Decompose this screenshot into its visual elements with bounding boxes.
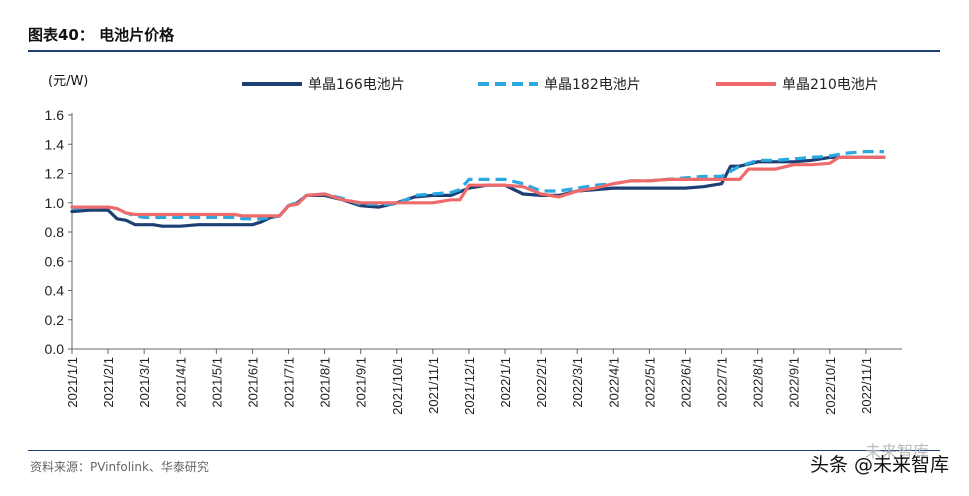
y-tick-label: 1.2 bbox=[45, 166, 65, 182]
watermark: 头条 @未来智库 bbox=[809, 454, 949, 476]
series-line-3 bbox=[70, 155, 886, 218]
y-tick-label: 1.0 bbox=[45, 195, 65, 211]
y-tick-label: 0.4 bbox=[45, 283, 65, 299]
x-tick-label: 2021/2/1 bbox=[101, 357, 116, 408]
x-tick-label: 2022/4/1 bbox=[606, 357, 621, 408]
source-note: 资料来源：PVinfolink、华泰研究 bbox=[30, 460, 209, 474]
title-divider bbox=[28, 50, 940, 52]
source-divider bbox=[28, 450, 940, 451]
legend-label-1: 单晶166电池片 bbox=[308, 77, 405, 93]
y-tick-label: 1.6 bbox=[45, 107, 65, 123]
faint-watermark: 未来智库 bbox=[864, 442, 929, 461]
x-tick-label: 2022/2/1 bbox=[534, 357, 549, 408]
legend-label-2: 单晶182电池片 bbox=[544, 77, 641, 93]
x-tick-label: 2021/3/1 bbox=[137, 357, 152, 408]
y-tick-label: 0.0 bbox=[45, 341, 65, 357]
y-tick-label: 0.2 bbox=[45, 312, 65, 328]
x-tick-label: 2022/5/1 bbox=[642, 357, 657, 408]
x-tick-label: 2021/10/1 bbox=[390, 357, 405, 415]
series-line-2 bbox=[71, 150, 884, 221]
legend-label-3: 单晶210电池片 bbox=[782, 77, 879, 93]
x-tick-label: 2022/9/1 bbox=[787, 357, 802, 408]
x-tick-label: 2021/5/1 bbox=[209, 357, 224, 408]
y-tick-label: 0.6 bbox=[45, 253, 65, 269]
x-tick-label: 2022/3/1 bbox=[570, 357, 585, 408]
x-tick-label: 2021/4/1 bbox=[173, 357, 188, 408]
x-tick-label: 2021/7/1 bbox=[282, 357, 297, 408]
x-tick-label: 2021/11/1 bbox=[426, 357, 441, 414]
x-tick-label: 2021/12/1 bbox=[462, 357, 477, 415]
x-tick-label: 2022/10/1 bbox=[823, 357, 838, 415]
x-tick-label: 2022/7/1 bbox=[715, 357, 730, 408]
x-tick-label: 2022/1/1 bbox=[498, 357, 513, 408]
x-tick-label: 2021/1/1 bbox=[65, 357, 80, 408]
x-tick-label: 2021/8/1 bbox=[318, 357, 333, 408]
y-axis-unit-label: (元/W) bbox=[48, 74, 89, 89]
x-tick-label: 2022/11/1 bbox=[859, 357, 874, 414]
x-tick-label: 2021/9/1 bbox=[354, 357, 369, 408]
x-tick-label: 2021/6/1 bbox=[245, 357, 260, 408]
y-tick-label: 1.4 bbox=[45, 136, 65, 152]
x-tick-label: 2022/6/1 bbox=[678, 357, 693, 408]
y-tick-label: 0.8 bbox=[45, 224, 65, 240]
x-tick-label: 2022/8/1 bbox=[751, 357, 766, 408]
figure-title: 图表40： 电池片价格 bbox=[28, 26, 175, 44]
